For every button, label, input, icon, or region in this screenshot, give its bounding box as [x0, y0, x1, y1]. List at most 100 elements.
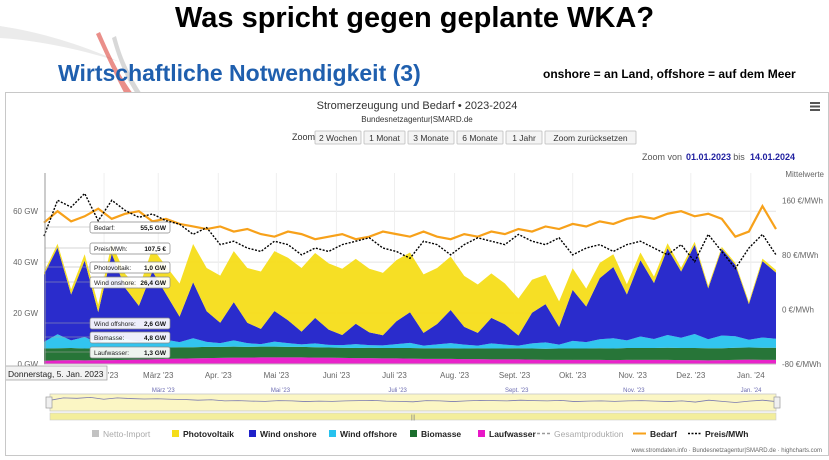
chart-subtitle: Bundesnetzagentur|SMARD.de: [361, 115, 473, 124]
legend-swatch: [410, 430, 417, 437]
tooltip-value: 55,5 GW: [140, 225, 167, 232]
tooltip-entry-2: Photovoltaik: 1,0 GW: [45, 261, 171, 274]
tooltip-label: Biomasse:: [94, 335, 125, 342]
tooltip-value: 26,4 GW: [140, 280, 167, 287]
tooltip-boxes: Bedarf: 55,5 GW Preis/MWh: 107,5 € Photovolt…: [4, 221, 171, 381]
zoom-button-1[interactable]: 1 Monat: [363, 130, 406, 145]
x-tick-label-8: Okt. '23: [559, 371, 587, 380]
zoom-button-label: Zoom zurücksetzen: [553, 133, 627, 143]
zoom-button-2[interactable]: 3 Monate: [407, 130, 455, 145]
legend-label: Biomasse: [421, 429, 461, 439]
tooltip-value: 107,5 €: [144, 246, 166, 253]
x-tick-label-9: Nov. '23: [618, 371, 647, 380]
zoom-range-mid: bis: [733, 152, 745, 162]
series-areas: [44, 241, 776, 364]
y2-tick-label-0: -80 €/MWh: [782, 360, 821, 369]
tooltip-entry-1: Preis/MWh: 107,5 €: [45, 242, 171, 255]
y2-tick-label-3: 160 €/MWh: [782, 196, 823, 205]
series-line-bedarf: [43, 203, 777, 241]
legend-swatch: [172, 430, 179, 437]
chart-title: Stromerzeugung und Bedarf • 2023-2024: [317, 100, 518, 112]
tooltip-date-text: Donnerstag, 5. Jan. 2023: [8, 369, 104, 379]
zoom-button-0[interactable]: 2 Wochen: [314, 130, 362, 145]
credits: www.stromdaten.info · Bundesnetzagentur|…: [630, 448, 822, 454]
legend-label: Laufwasser: [489, 429, 536, 439]
legend-swatch: [329, 430, 336, 437]
navigator[interactable]: März '23 Mai '23 Juli '23 Sept. '23 Nov. '23…: [45, 388, 781, 421]
zoom-button-3[interactable]: 6 Monate: [456, 130, 504, 145]
hamburger-menu-icon[interactable]: [808, 99, 822, 113]
legend-item-photovoltaik[interactable]: Photovoltaik: [172, 429, 234, 439]
x-tick-label-10: Dez. '23: [676, 371, 706, 380]
series-area-laufwasser: [44, 357, 776, 364]
tooltip-value: 1,0 GW: [144, 265, 167, 272]
tooltip-label: Wind offshore:: [94, 321, 136, 328]
zoom-button-label: 6 Monate: [462, 133, 498, 143]
zoom-button-label: 1 Jahr: [512, 133, 536, 143]
zoom-button-label: 3 Monate: [413, 133, 449, 143]
tooltip-label: Laufwasser:: [94, 350, 129, 357]
legend: Netto-Import Photovoltaik Wind onshore Wind…: [92, 429, 748, 439]
navigator-tick-4: Nov. '23: [623, 388, 645, 394]
slide-title: Was spricht gegen geplante WKA?: [174, 2, 655, 34]
zoom-buttons: 2 Wochen 1 Monat 3 Monate 6 Monate 1 Jahr Zoo…: [314, 130, 637, 145]
definition-note: onshore = an Land, offshore = auf dem Me…: [543, 67, 796, 81]
legend-label: Bedarf: [650, 429, 677, 439]
y-axis: 0 GW 20 GW 40 GW 60 GW: [13, 207, 38, 369]
navigator-tick-0: März '23: [152, 388, 175, 394]
y2-axis: -80 €/MWh 0 €/MWh 80 €/MWh 160 €/MWh: [782, 196, 823, 369]
zoom-range-prefix: Zoom von: [642, 152, 682, 162]
tooltip-label: Preis/MWh:: [94, 246, 128, 253]
legend-item-netto_import[interactable]: Netto-Import: [92, 429, 151, 439]
legend-swatch: [478, 430, 485, 437]
tooltip-label: Photovoltaik:: [94, 265, 131, 272]
chart-svg: Stromerzeugung und Bedarf • 2023-2024 Bu…: [4, 99, 825, 454]
navigator-tick-2: Juli '23: [388, 388, 407, 394]
tooltip-label: Wind onshore:: [94, 280, 136, 287]
y-tick-label-0: 0 GW: [18, 360, 39, 369]
legend-item-gesamtproduktion[interactable]: Gesamtproduktion: [537, 429, 624, 439]
legend-label: Wind offshore: [340, 429, 397, 439]
x-tick-label-2: Apr. '23: [205, 371, 232, 380]
legend-item-biomasse[interactable]: Biomasse: [410, 429, 461, 439]
series-lines: [43, 192, 777, 270]
legend-item-bedarf[interactable]: Bedarf: [633, 429, 677, 439]
navigator-tick-1: Mai '23: [271, 388, 291, 394]
navigator-handle-left[interactable]: [45, 396, 53, 409]
legend-label: Netto-Import: [103, 429, 151, 439]
series-area-photovoltaik: [44, 241, 776, 336]
zoom-button-label: 2 Wochen: [319, 133, 357, 143]
zoom-button-5[interactable]: Zoom zurücksetzen: [544, 130, 637, 145]
y-tick-label-3: 60 GW: [13, 207, 38, 216]
x-tick-label-3: Mai '23: [264, 371, 290, 380]
tooltip-value: 4,8 GW: [144, 335, 167, 342]
legend-swatch: [92, 430, 99, 437]
navigator-tick-5: Jan. '24: [741, 388, 762, 394]
series-area-wind_onshore: [44, 244, 776, 346]
series-area-wind_offshore: [44, 333, 776, 349]
x-tick-label-7: Sept. '23: [499, 371, 531, 380]
legend-label: Photovoltaik: [183, 429, 234, 439]
navigator-scrollbar[interactable]: [49, 412, 777, 421]
zoom-button-4[interactable]: 1 Jahr: [505, 130, 543, 145]
legend-item-laufwasser[interactable]: Laufwasser: [478, 429, 536, 439]
legend-label: Preis/MWh: [705, 429, 748, 439]
legend-label: Wind onshore: [260, 429, 317, 439]
legend-item-preis[interactable]: Preis/MWh: [688, 429, 748, 439]
y-tick-label-1: 20 GW: [13, 309, 38, 318]
series-area-biomasse: [44, 346, 776, 361]
chart-frame: Stromerzeugung und Bedarf • 2023-2024 Bu…: [4, 92, 829, 456]
background-decoration: [0, 26, 146, 100]
zoom-label: Zoom: [292, 132, 315, 142]
legend-item-wind_offshore[interactable]: Wind offshore: [329, 429, 397, 439]
x-tick-label-4: Juni '23: [323, 371, 351, 380]
navigator-handle-right[interactable]: [773, 396, 781, 409]
legend-item-wind_onshore[interactable]: Wind onshore: [249, 429, 317, 439]
y2-tick-label-2: 80 €/MWh: [782, 251, 818, 260]
zoom-button-label: 1 Monat: [369, 133, 400, 143]
zoom-to-date[interactable]: 14.01.2024: [750, 152, 795, 162]
y2-tick-label-1: 0 €/MWh: [782, 305, 814, 314]
x-tick-label-6: Aug. '23: [440, 371, 470, 380]
zoom-from-date[interactable]: 01.01.2023: [686, 152, 731, 162]
